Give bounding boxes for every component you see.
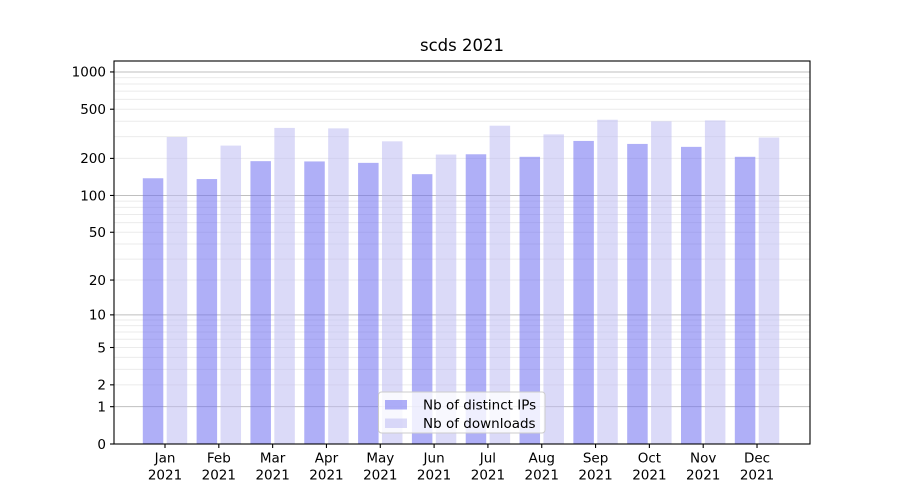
bar-mar-distinct-ips [250, 161, 271, 444]
x-tick-label-month: May [366, 451, 394, 467]
y-tick-label: 1 [97, 399, 106, 415]
bar-dec-downloads [758, 137, 780, 445]
bar-jun-distinct-ips [411, 174, 433, 445]
x-tick-label-month: Jan [154, 451, 176, 467]
x-tick-label-month: Oct [638, 451, 661, 467]
bar-nov-distinct-ips [681, 146, 702, 444]
bar-jan-distinct-ips [142, 178, 164, 444]
x-tick-label-year: 2021 [148, 468, 182, 484]
y-tick-label: 5 [97, 340, 106, 356]
bar-aug-distinct-ips [519, 156, 541, 444]
bar-sep-distinct-ips [573, 140, 594, 444]
bar-jun-downloads [435, 154, 457, 444]
bar-aug-downloads [543, 134, 564, 444]
y-tick-label: 10 [89, 308, 106, 324]
legend-swatch-downloads [385, 418, 407, 428]
x-tick-label-year: 2021 [578, 468, 612, 484]
bar-jan-downloads [166, 137, 188, 444]
x-tick-label-year: 2021 [309, 468, 343, 484]
legend-swatch-distinct-ips [385, 400, 407, 410]
y-tick-label: 20 [89, 273, 106, 289]
bar-feb-distinct-ips [196, 179, 218, 445]
bar-may-distinct-ips [358, 162, 379, 444]
x-tick-label-month: Jun [423, 451, 445, 467]
axes-border [113, 60, 811, 445]
y-tick-label: 100 [80, 188, 106, 204]
x-axis: Jan2021Feb2021Mar2021Apr2021May2021Jun20… [148, 444, 774, 484]
y-tick-label: 2 [97, 378, 106, 394]
y-tick-label: 500 [80, 102, 106, 118]
x-tick-label-year: 2021 [202, 468, 236, 484]
bar-jul-downloads [489, 125, 511, 445]
chart-title: scds 2021 [420, 36, 504, 55]
series-distinct-ips [142, 140, 756, 445]
legend-label-distinct-ips: Nb of distinct IPs [423, 398, 536, 414]
bar-nov-downloads [704, 120, 726, 445]
x-tick-label-year: 2021 [686, 468, 720, 484]
x-tick-label-year: 2021 [471, 468, 505, 484]
legend-box [378, 391, 546, 434]
x-tick-label-month: Sep [583, 451, 608, 467]
x-tick-label-month: Jul [479, 451, 496, 467]
y-axis: 0 1 2 5 10 20 50 100 200 500 1000 [72, 65, 114, 453]
x-tick-label-month: Mar [260, 451, 286, 467]
bar-apr-distinct-ips [304, 161, 325, 444]
bar-may-downloads [381, 141, 403, 444]
x-tick-label-month: Apr [315, 451, 339, 467]
x-tick-label-year: 2021 [255, 468, 289, 484]
y-tick-label: 50 [89, 225, 106, 241]
bar-feb-downloads [220, 145, 242, 444]
bar-jul-distinct-ips [465, 154, 487, 444]
x-tick-label-year: 2021 [363, 468, 397, 484]
bar-sep-downloads [597, 119, 618, 444]
x-tick-label-month: Nov [690, 451, 716, 467]
x-tick-label-month: Dec [744, 451, 770, 467]
bar-dec-distinct-ips [734, 156, 756, 444]
x-tick-label-month: Aug [529, 451, 555, 467]
bar-mar-downloads [274, 127, 295, 445]
x-tick-label-month: Feb [207, 451, 231, 467]
series-downloads [166, 119, 780, 445]
y-tick-label: 1000 [72, 65, 106, 81]
bar-oct-downloads [651, 121, 672, 445]
legend-label-downloads: Nb of downloads [423, 416, 536, 432]
x-tick-label-year: 2021 [740, 468, 774, 484]
x-tick-label-year: 2021 [632, 468, 666, 484]
bar-apr-downloads [328, 128, 349, 445]
x-tick-label-year: 2021 [417, 468, 451, 484]
bar-oct-distinct-ips [627, 143, 648, 445]
x-tick-label-year: 2021 [525, 468, 559, 484]
y-tick-label: 0 [97, 437, 106, 453]
y-tick-label: 200 [80, 151, 106, 167]
legend: Nb of distinct IPs Nb of downloads [378, 391, 546, 434]
